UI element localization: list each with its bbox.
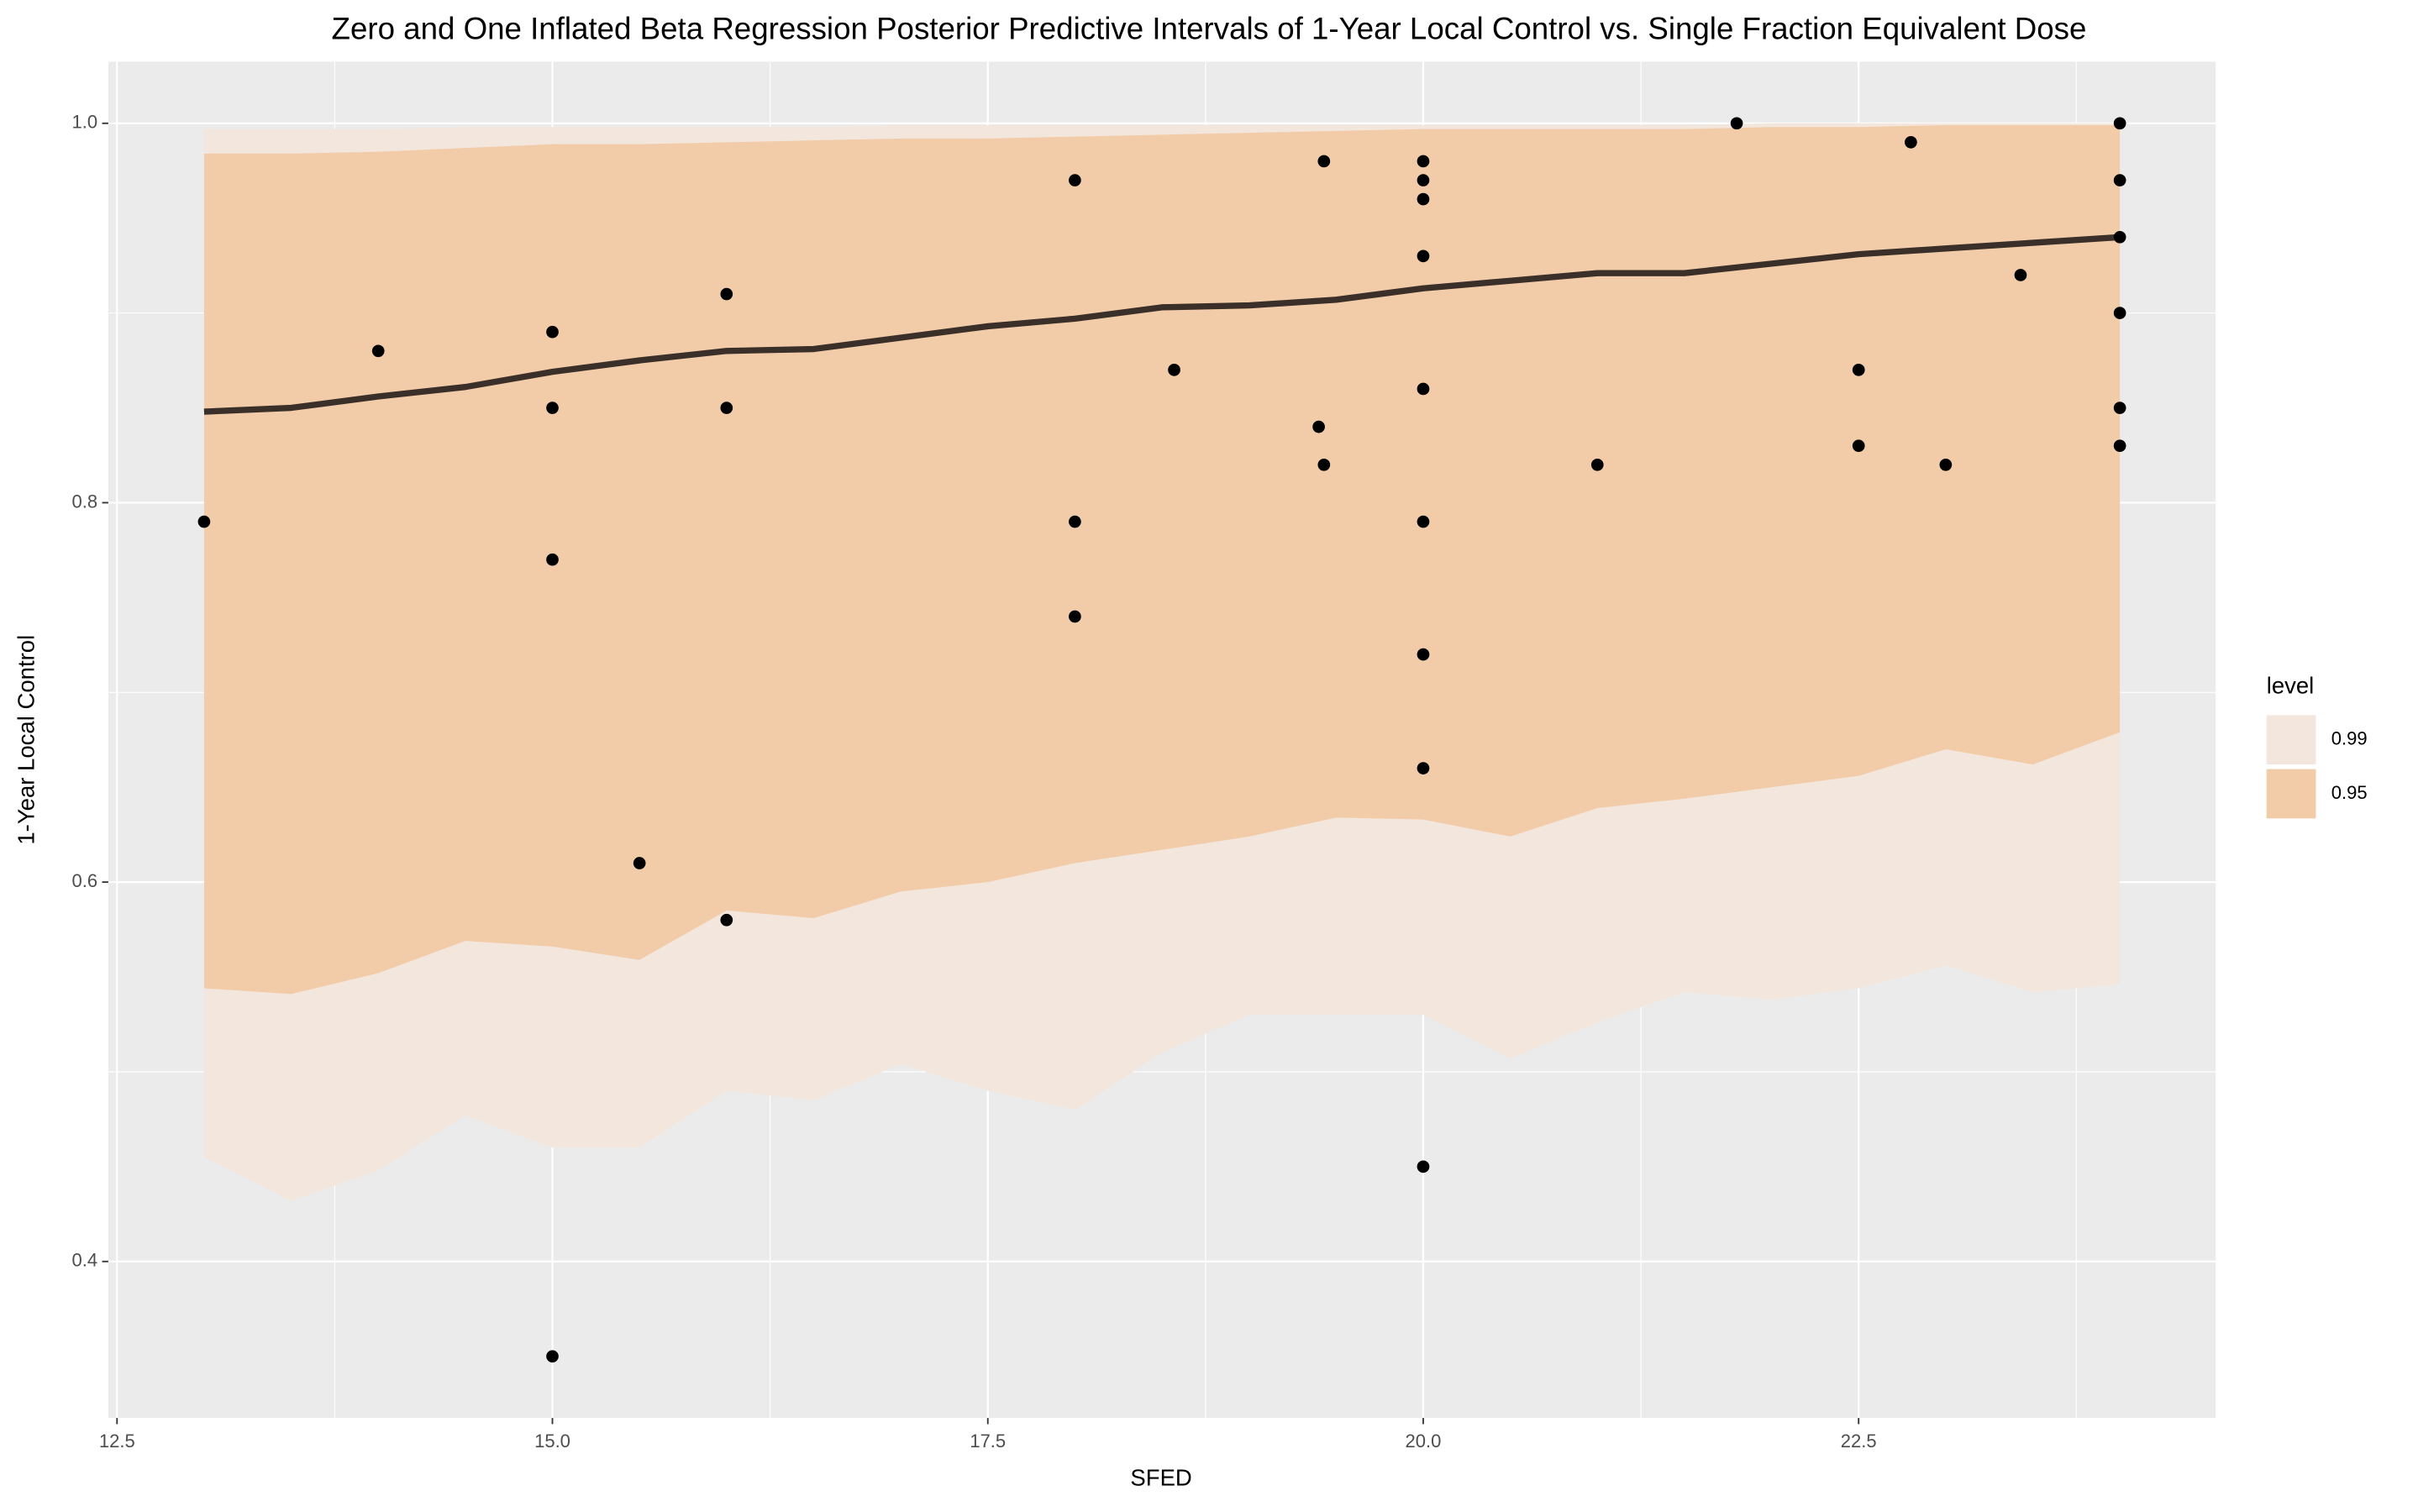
data-point <box>633 857 646 869</box>
data-point <box>546 402 559 414</box>
data-point <box>371 344 385 358</box>
y-tick-label: 0.4 <box>71 1250 97 1271</box>
data-point <box>1852 364 1865 376</box>
data-point <box>2113 230 2126 244</box>
data-point <box>1069 174 1081 186</box>
data-point <box>1417 515 1430 528</box>
data-point <box>1730 117 1743 130</box>
data-point <box>2113 402 2126 414</box>
data-point <box>1905 136 1917 149</box>
data-point <box>1417 249 1430 263</box>
x-tick-label: 12.5 <box>99 1431 135 1452</box>
data-point <box>1417 155 1430 168</box>
y-axis-label: 1-Year Local Control <box>13 635 39 845</box>
data-point <box>1069 515 1081 528</box>
data-point <box>2014 269 2027 281</box>
x-tick-label: 20.0 <box>1406 1431 1442 1452</box>
data-point <box>546 553 559 566</box>
x-tick-label: 15.0 <box>534 1431 570 1452</box>
legend-key <box>2266 715 2316 765</box>
data-point <box>1852 439 1865 453</box>
data-point <box>1312 420 1325 433</box>
data-point <box>546 1350 559 1363</box>
data-point <box>1317 458 1331 471</box>
data-point <box>1417 382 1430 396</box>
data-point <box>2113 174 2126 186</box>
legend-title: level <box>2267 673 2315 699</box>
data-point <box>1590 458 1604 471</box>
data-point <box>1417 762 1430 774</box>
y-tick-label: 0.8 <box>71 491 97 512</box>
x-axis-label: SFED <box>1130 1465 1191 1491</box>
data-point <box>1417 174 1430 186</box>
data-point <box>546 325 559 339</box>
marks <box>197 117 2126 1363</box>
x-tick-label: 22.5 <box>1841 1431 1877 1452</box>
legend-key <box>2266 769 2316 819</box>
x-tick-label: 17.5 <box>970 1431 1006 1452</box>
data-point <box>720 287 733 301</box>
interval-band <box>203 125 2121 995</box>
y-tick-label: 0.6 <box>71 870 97 891</box>
legend-label: 0.99 <box>2331 728 2368 749</box>
data-point <box>720 913 733 927</box>
chart-title: Zero and One Inflated Beta Regression Po… <box>332 11 2087 45</box>
data-point <box>1317 155 1331 168</box>
y-tick-label: 1.0 <box>71 112 97 133</box>
data-point <box>1417 192 1430 206</box>
data-point <box>1417 648 1430 661</box>
data-point <box>2113 307 2126 319</box>
data-point <box>1069 610 1081 623</box>
median-line <box>203 234 2121 415</box>
legend-label: 0.95 <box>2331 782 2368 803</box>
data-point <box>720 402 733 414</box>
data-point <box>2113 117 2126 130</box>
data-point <box>197 515 211 528</box>
data-point <box>2113 439 2126 453</box>
data-point <box>1168 364 1180 376</box>
data-point <box>1417 1160 1430 1173</box>
data-point <box>1939 458 1953 471</box>
